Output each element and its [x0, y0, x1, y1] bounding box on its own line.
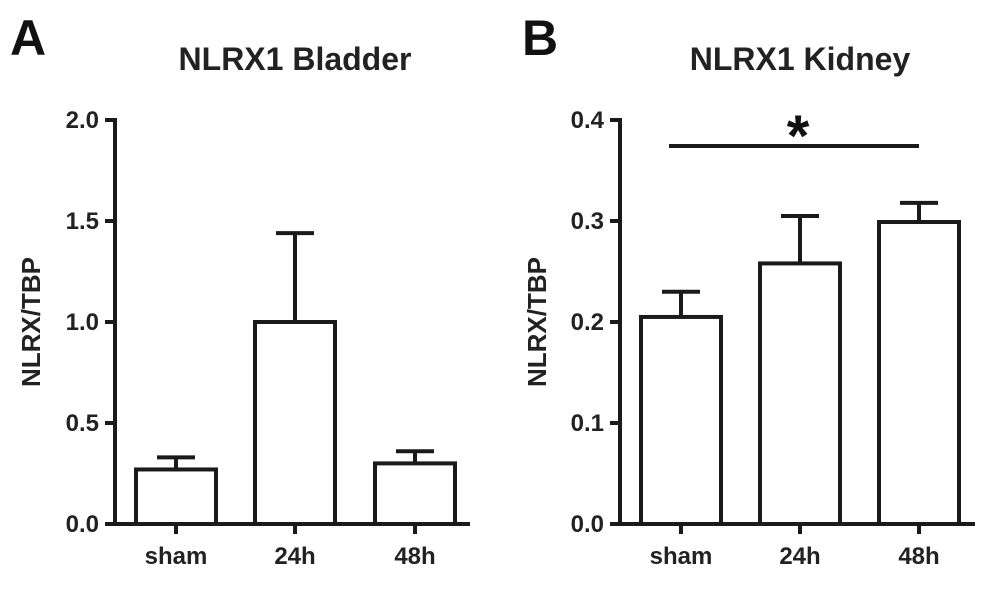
bar-kidney-sham — [639, 314, 723, 527]
y-tick-label-kidney: 0.0 — [571, 511, 604, 538]
y-tick-label-bladder: 1.5 — [66, 208, 99, 235]
bar-kidney-48h — [877, 220, 961, 526]
bar-bladder-sham — [134, 467, 218, 526]
bar-bladder-24h — [253, 320, 337, 526]
significance-marker-kidney: * — [787, 104, 810, 169]
y-tick-label-bladder: 2.0 — [66, 107, 99, 134]
y-tick-label-kidney: 0.1 — [571, 410, 604, 437]
panel-letter-a: A — [10, 10, 46, 66]
x-tick-label-bladder-48h: 48h — [394, 543, 435, 570]
x-tick-label-kidney-24h: 24h — [779, 543, 820, 570]
bar-kidney-24h — [758, 261, 842, 526]
y-tick-label-bladder: 0.5 — [66, 410, 99, 437]
panel-a: A NLRX1 Bladder NLRX/TBP 0.0 0.5 1.0 1.5 2.0… — [10, 10, 470, 570]
bar-bladder-48h — [373, 461, 457, 526]
chart-title-bladder: NLRX1 Bladder — [179, 41, 412, 77]
x-tick-label-bladder-sham: sham — [145, 543, 208, 570]
y-tick-label-bladder: 1.0 — [66, 309, 99, 336]
y-tick-label-kidney: 0.2 — [571, 309, 604, 336]
x-tick-label-bladder-24h: 24h — [274, 543, 315, 570]
x-tick-label-kidney-sham: sham — [650, 543, 713, 570]
chart-title-kidney: NLRX1 Kidney — [690, 41, 911, 77]
panel-b: B NLRX1 Kidney NLRX/TBP 0.0 0.1 0.2 0.3 0.4 s… — [522, 10, 975, 570]
panel-letter-b: B — [522, 10, 558, 66]
y-tick-label-kidney: 0.4 — [571, 107, 605, 134]
y-tick-label-kidney: 0.3 — [571, 208, 604, 235]
y-axis-label-bladder: NLRX/TBP — [16, 257, 46, 387]
y-axis-label-kidney: NLRX/TBP — [522, 257, 552, 387]
y-tick-label-bladder: 0.0 — [66, 511, 99, 538]
x-tick-label-kidney-48h: 48h — [898, 543, 939, 570]
